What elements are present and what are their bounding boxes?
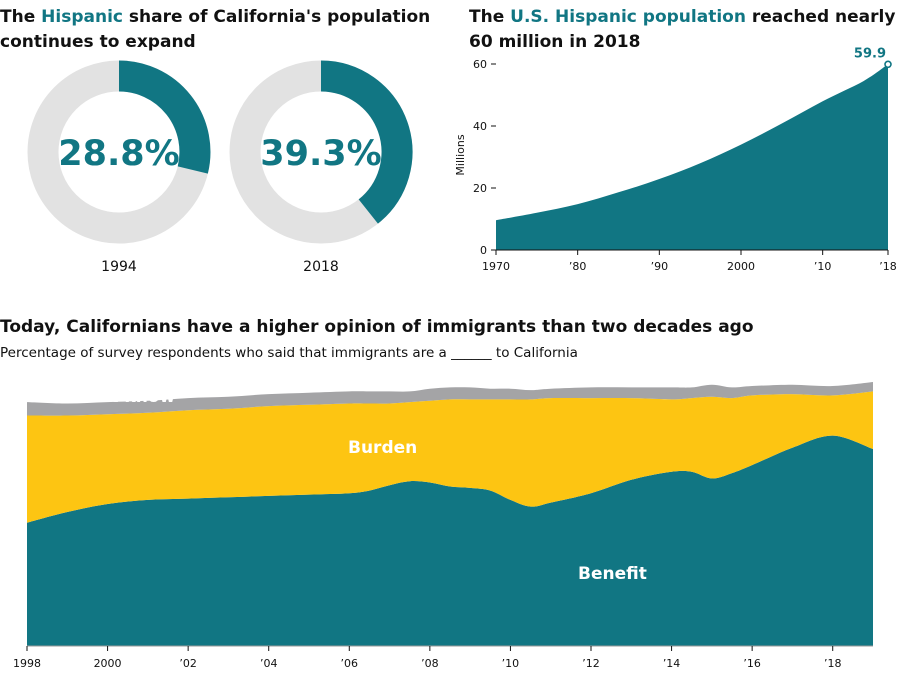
donut-title-line1: The Hispanic share of California's popul…	[0, 7, 430, 27]
pop-y-tick-label-2: 40	[473, 120, 487, 133]
pop-x-tick-label-5: ’18	[879, 260, 897, 273]
pop-y-ticks: 0 20 40 60	[473, 58, 496, 257]
burden-area	[27, 391, 873, 523]
pop-end-marker	[884, 60, 892, 69]
pop-x-tick-label-3: 2000	[727, 260, 755, 273]
pop-x-ticks: 1970 ’80 ’90 2000 ’10 ’18	[482, 250, 897, 273]
opinion-x-tick-label-5: ’08	[421, 657, 439, 670]
opinion-title: Today, Californians have a higher opinio…	[0, 317, 754, 337]
pop-title-line1: The U.S. Hispanic population reached nea…	[469, 7, 895, 27]
opinion-chart: Don’t know Burden Benefit 1998 2000 ’02 ’04…	[13, 382, 873, 670]
opinion-x-tick-label-8: ’14	[663, 657, 681, 670]
opinion-x-tick-label-2: ’02	[179, 657, 197, 670]
opinion-x-tick-label-3: ’04	[260, 657, 278, 670]
pop-area	[496, 64, 888, 250]
pop-end-value-label: 59.9	[854, 46, 886, 61]
pop-x-tick-label-0: 1970	[482, 260, 510, 273]
opinion-x-tick-label-0: 1998	[13, 657, 41, 670]
opinion-subtitle: Percentage of survey respondents who sai…	[0, 345, 578, 361]
donut-2018: 39.3% 2018	[229, 60, 413, 275]
pop-x-tick-label-2: ’90	[651, 260, 669, 273]
opinion-x-tick-label-9: ’16	[743, 657, 761, 670]
dont-know-label: Don’t know	[66, 387, 175, 407]
donut-1994-slice	[118, 60, 211, 174]
pop-y-tick-label-1: 20	[473, 182, 487, 195]
opinion-x-tick-label-1: 2000	[94, 657, 122, 670]
donut-title-line2: continues to expand	[0, 32, 196, 52]
pop-title-line2: 60 million in 2018	[469, 32, 640, 52]
donut-1994-label: 1994	[101, 259, 137, 275]
donut-2018-value: 39.3%	[260, 134, 381, 174]
donut-1994: 28.8% 1994	[27, 60, 211, 275]
pop-x-tick-label-1: ’80	[569, 260, 587, 273]
benefit-label: Benefit	[578, 564, 647, 584]
population-chart: Millions 0 20 40 60 1970 ’80 ’90 2000 ’10 ’18 59…	[454, 46, 897, 273]
pop-y-axis-label: Millions	[454, 134, 467, 175]
donut-2018-slice	[320, 60, 413, 224]
opinion-x-tick-label-7: ’12	[582, 657, 600, 670]
opinion-x-tick-label-4: ’06	[341, 657, 359, 670]
opinion-x-ticks: 1998 2000 ’02 ’04 ’06 ’08 ’10 ’12 ’14 ’16 ’18	[13, 646, 841, 670]
burden-label: Burden	[348, 438, 417, 458]
benefit-area	[27, 435, 873, 646]
donut-2018-label: 2018	[303, 259, 339, 275]
dont-know-area	[27, 382, 873, 416]
pop-y-tick-label-3: 60	[473, 58, 487, 71]
opinion-x-tick-label-10: ’18	[824, 657, 842, 670]
opinion-x-tick-label-6: ’10	[502, 657, 520, 670]
pop-y-tick-label-0: 0	[480, 244, 487, 257]
pop-x-tick-label-4: ’10	[814, 260, 832, 273]
donut-1994-value: 28.8%	[58, 134, 179, 174]
